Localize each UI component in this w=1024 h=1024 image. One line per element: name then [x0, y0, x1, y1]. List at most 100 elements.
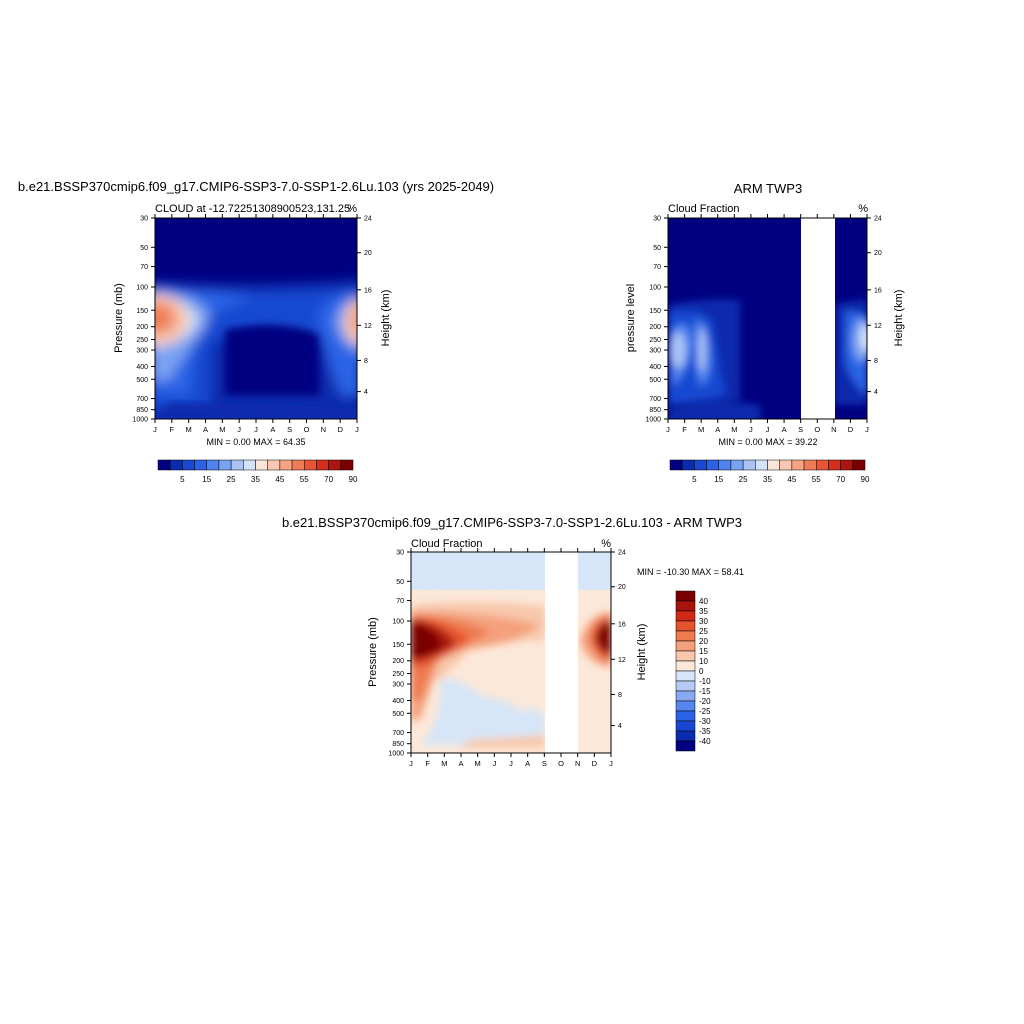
colorbar-label: 30 [699, 617, 708, 626]
x-tick-label: O [558, 759, 564, 768]
x-tick-label: J [237, 425, 241, 434]
colorbar-swatch [675, 640, 696, 652]
y2-tick-label: 4 [364, 389, 368, 396]
colorbar-swatch [675, 670, 696, 682]
colorbar-swatch [675, 590, 696, 602]
colorbar-label: 15 [699, 647, 708, 656]
colorbar-swatch [767, 459, 780, 471]
colorbar-swatch [675, 610, 696, 622]
colorbar-swatch [718, 459, 732, 471]
colorbar-swatch [706, 459, 719, 471]
x-tick-label: J [509, 759, 513, 768]
colorbar-label: -15 [699, 687, 711, 696]
colorbar-swatch [681, 459, 695, 471]
panel2-subtitle: Cloud Fraction [668, 203, 740, 215]
colorbar-swatch [675, 690, 696, 702]
x-tick-label: A [458, 759, 463, 768]
colorbar-swatch [218, 459, 232, 471]
y-tick-label: 400 [392, 698, 404, 705]
x-tick-label: J [865, 425, 869, 434]
colorbar-label: 35 [763, 475, 772, 484]
x-tick-label: J [153, 425, 157, 434]
y-tick-label: 50 [396, 579, 404, 586]
y-tick-label: 250 [649, 337, 661, 344]
x-tick-label: M [475, 759, 481, 768]
colorbar-swatch [675, 620, 696, 632]
colorbar-swatch [840, 459, 854, 471]
panel2-units: % [858, 203, 868, 215]
x-tick-label: J [409, 759, 413, 768]
colorbar-swatch [791, 459, 805, 471]
panel2-ylabel-left: pressure level [625, 284, 637, 352]
y-tick-label: 70 [653, 264, 661, 271]
panel3-axes: J F M A M J J A S O N D J 30 50 70 100 150 200 250 300 400 500… [388, 548, 626, 768]
colorbar-swatch [675, 650, 696, 662]
x-tick-label: A [525, 759, 530, 768]
colorbar-swatch [669, 459, 683, 471]
panel1-minmax: MIN = 0.00 MAX = 64.35 [206, 437, 305, 447]
panel3-title: b.e21.BSSP370cmip6.f09_g17.CMIP6-SSP3-7.… [282, 515, 742, 530]
x-tick-label: M [731, 425, 737, 434]
y-tick-label: 1000 [645, 417, 661, 424]
y2-tick-label: 8 [364, 358, 368, 365]
colorbar-label: 55 [300, 475, 309, 484]
x-tick-label: N [321, 425, 326, 434]
y2-tick-label: 16 [618, 621, 626, 628]
colorbar-label: 15 [714, 475, 723, 484]
x-tick-label: D [848, 425, 854, 434]
y2-tick-label: 16 [874, 287, 882, 294]
y-tick-label: 100 [136, 285, 148, 292]
panel1-ylabel-right: Height (km) [380, 290, 392, 347]
panel3-minmax: MIN = -10.30 MAX = 58.41 [637, 567, 744, 577]
y-tick-label: 200 [136, 324, 148, 331]
colorbar-label: 40 [699, 597, 708, 606]
colorbar-label: 90 [861, 475, 870, 484]
y-tick-label: 200 [649, 324, 661, 331]
colorbar-label: 20 [699, 637, 708, 646]
panel2-minmax: MIN = 0.00 MAX = 39.22 [718, 437, 817, 447]
x-tick-label: J [492, 759, 496, 768]
panel1-contour-field [155, 218, 357, 419]
colorbar-swatch [730, 459, 744, 471]
colorbar-swatch [255, 459, 268, 471]
y-tick-label: 150 [392, 642, 404, 649]
colorbar-label: 25 [739, 475, 748, 484]
colorbar-swatch [675, 710, 696, 722]
y-tick-label: 500 [392, 711, 404, 718]
panel2-missing-data-gap [801, 218, 835, 419]
colorbar-swatch [852, 459, 866, 471]
y-tick-label: 850 [649, 407, 661, 414]
colorbar-label: 70 [324, 475, 333, 484]
x-tick-label: D [337, 425, 343, 434]
x-tick-label: N [831, 425, 836, 434]
x-tick-label: M [219, 425, 225, 434]
x-tick-label: J [609, 759, 613, 768]
colorbar-swatch [279, 459, 293, 471]
y-tick-label: 30 [396, 550, 404, 557]
colorbar-swatch [316, 459, 329, 471]
panel3-ylabel-right: Height (km) [636, 624, 648, 681]
panel-difference: b.e21.BSSP370cmip6.f09_g17.CMIP6-SSP3-7.… [282, 515, 744, 768]
y-tick-label: 70 [396, 598, 404, 605]
panel-arm-twp3: ARM TWP3 Cloud Fraction % J F M A M J J A S O N D J 3… [625, 181, 905, 484]
colorbar-label: 35 [251, 475, 260, 484]
y2-tick-label: 4 [618, 723, 622, 730]
y2-tick-label: 24 [364, 216, 372, 223]
x-tick-label: A [203, 425, 208, 434]
y2-tick-label: 12 [364, 323, 372, 330]
colorbar-swatch [267, 459, 281, 471]
y-tick-label: 400 [136, 364, 148, 371]
panel2-ylabel-right: Height (km) [893, 290, 905, 347]
colorbar-swatch [675, 740, 696, 752]
colorbar-swatch [182, 459, 195, 471]
y2-tick-label: 20 [874, 250, 882, 257]
y-tick-label: 250 [136, 337, 148, 344]
colorbar-swatch [230, 459, 244, 471]
x-tick-label: J [355, 425, 359, 434]
x-tick-label: M [698, 425, 704, 434]
x-tick-label: M [441, 759, 447, 768]
colorbar-label: 45 [275, 475, 284, 484]
colorbar-label: 25 [227, 475, 236, 484]
y-tick-label: 30 [653, 216, 661, 223]
